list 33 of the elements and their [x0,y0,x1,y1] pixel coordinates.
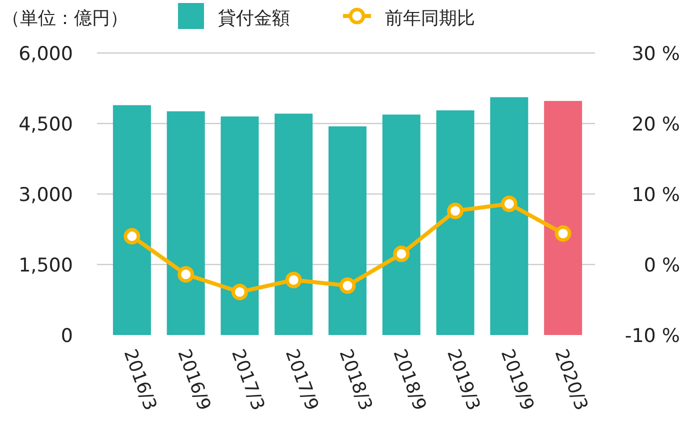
bar [436,110,474,335]
legend-前年同期比: 前年同期比 [343,8,475,29]
legend-label: 前年同期比 [385,8,475,29]
bar [166,111,205,335]
y2-tick-label: 10 % [632,184,680,206]
bar [544,100,582,335]
point [393,246,410,262]
point [554,225,572,242]
y-tick-label: 1,500 [18,254,73,276]
bar [220,116,259,335]
bar [328,126,366,335]
bar [112,105,151,335]
legend-label: 貸付金額 [218,8,290,29]
point [124,228,140,245]
y2-tick-label: 30 % [632,43,680,65]
y2-tick-label: 0 % [644,254,680,276]
point [178,266,194,283]
bar [274,114,313,335]
y2-tick-label: 20 % [632,114,680,136]
point [285,272,302,288]
bar [382,114,420,335]
y-tick-label: 6,000 [18,43,73,65]
y-tick-label: 3,000 [18,184,73,206]
y-tick-label: 0 [60,325,73,347]
point [447,202,464,220]
y-tick-label: 4,500 [18,114,73,136]
bar [490,97,528,335]
point [231,284,248,300]
point [339,277,356,294]
legend-貸付金額: 貸付金額 [178,3,290,29]
point [500,196,518,212]
y-axis-title: （単位：億円） [2,8,128,29]
y2-tick-label: -10 % [624,325,680,347]
